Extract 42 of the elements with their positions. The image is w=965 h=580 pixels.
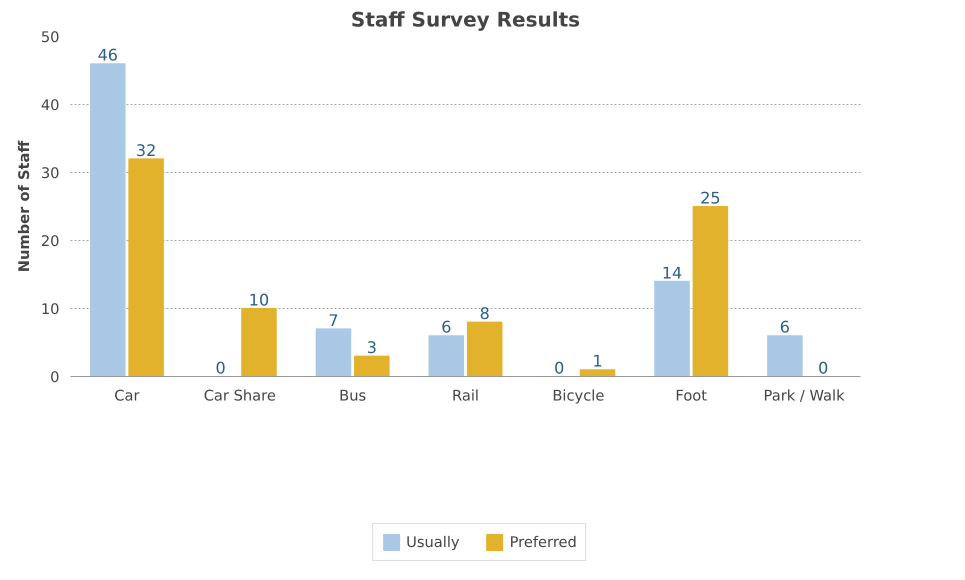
x-tick-label: Car Share xyxy=(204,388,276,404)
y-tick-label: 10 xyxy=(40,301,60,318)
data-label: 8 xyxy=(480,304,490,324)
y-tick-label: 30 xyxy=(40,165,60,182)
bar xyxy=(767,335,803,376)
x-tick-label: Car xyxy=(114,388,141,404)
bar xyxy=(241,308,277,376)
data-label: 32 xyxy=(136,140,156,160)
x-tick-label: Rail xyxy=(452,388,480,404)
data-label: 10 xyxy=(248,290,270,310)
y-tick-label: 20 xyxy=(40,233,60,250)
y-tick-label: 0 xyxy=(50,369,60,386)
x-tick-label: Park / Walk xyxy=(764,388,846,404)
data-label: 7 xyxy=(328,310,339,330)
bar xyxy=(428,335,464,376)
x-tick-label: Bus xyxy=(339,388,366,404)
bar xyxy=(90,63,126,376)
bar xyxy=(466,322,502,376)
y-tick-label: 40 xyxy=(40,97,60,114)
bar xyxy=(692,206,728,376)
bar xyxy=(580,369,616,376)
data-label: 6 xyxy=(780,318,790,337)
chart-title: Staff Survey Results xyxy=(350,8,580,32)
data-label: 0 xyxy=(818,358,828,378)
data-label: 6 xyxy=(441,318,452,337)
data-label: 0 xyxy=(554,358,564,378)
y-axis-title: Number of Staff xyxy=(16,140,33,272)
data-label: 25 xyxy=(700,188,721,208)
data-label: 3 xyxy=(366,338,377,358)
x-tick-label: Bicycle xyxy=(552,388,604,404)
bar xyxy=(354,356,390,376)
data-label: 14 xyxy=(662,263,682,282)
bar xyxy=(316,328,352,376)
data-label: 0 xyxy=(216,358,226,378)
y-tick-label: 50 xyxy=(40,29,60,46)
bar xyxy=(128,158,164,376)
legend-label: Usually xyxy=(406,534,460,551)
x-tick-label: Foot xyxy=(675,388,708,404)
bar xyxy=(654,280,690,376)
data-label: 1 xyxy=(592,352,603,371)
data-label: 46 xyxy=(98,46,118,65)
legend-label: Preferred xyxy=(510,534,577,551)
